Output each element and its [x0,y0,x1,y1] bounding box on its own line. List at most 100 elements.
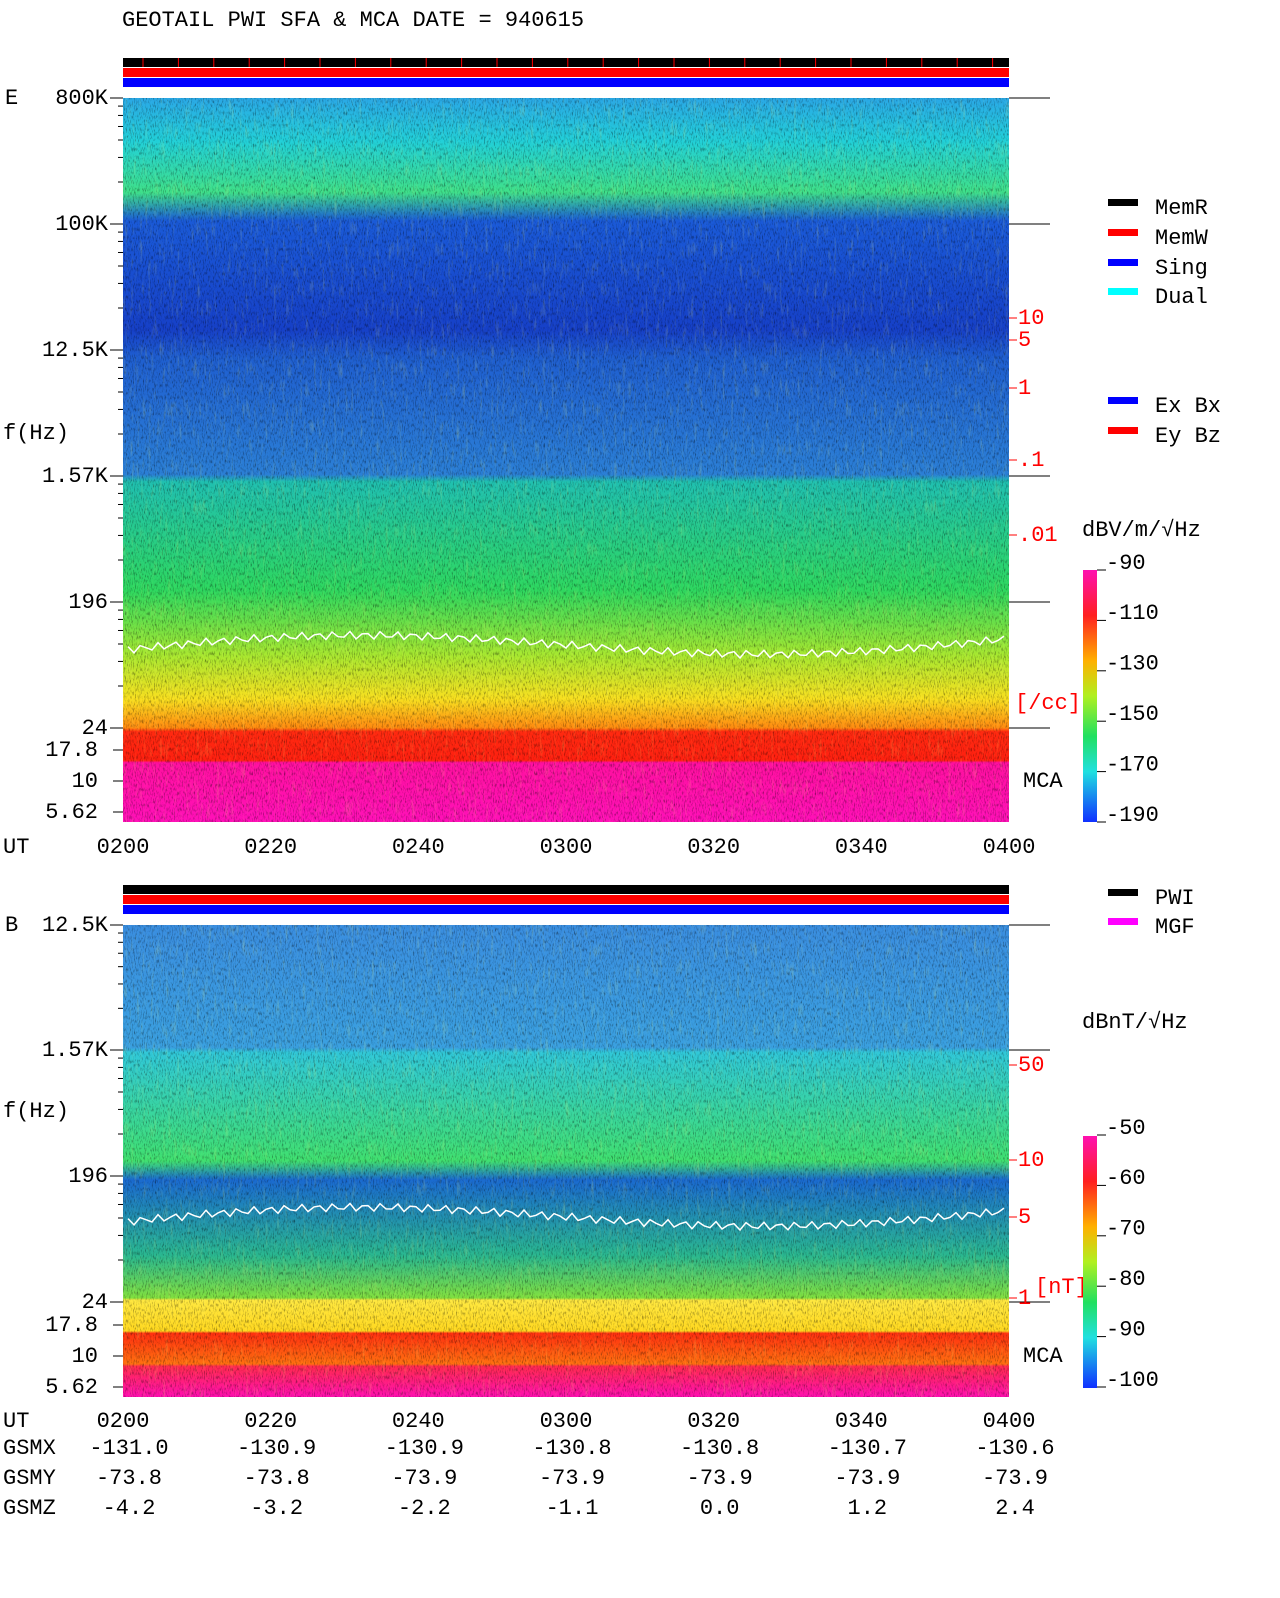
colorbar-tick-label: -70 [1106,1217,1146,1242]
right-scale-unit: [/cc] [1015,691,1081,716]
orbit-value: -4.2 [103,1496,156,1521]
legend-swatch [1108,889,1138,896]
legend-swatch [1108,229,1138,236]
orbit-value: -1.1 [546,1496,599,1521]
y-tick-label: 1.57K [42,1038,109,1063]
x-tick-label: 0400 [983,835,1036,860]
colorbar-tick-label: -110 [1106,601,1159,626]
legend-label: PWI [1155,886,1195,911]
orbit-value: 1.2 [848,1496,888,1521]
legend-swatch [1108,199,1138,206]
mca-tick-label: 17.8 [45,1313,98,1338]
legend-label: Sing [1155,256,1208,281]
legend-label: MemW [1155,226,1209,251]
right-scale-label: 1 [1018,376,1031,401]
x-tick-label: 0200 [97,1409,150,1434]
mca-label: MCA [1023,769,1063,794]
mca-tick-label: 10 [72,769,98,794]
legend-label: MemR [1155,196,1208,221]
right-scale-label: .01 [1018,523,1058,548]
legend-swatch [1108,427,1138,434]
x-tick-label: 0340 [835,1409,888,1434]
orbit-value: -73.9 [391,1466,457,1491]
y-tick-label: 800K [55,86,109,111]
x-tick-label: 0220 [244,1409,297,1434]
legend-swatch [1108,918,1138,925]
x-tick-label: 0240 [392,835,445,860]
y-tick-label: 196 [68,1164,108,1189]
legend-label: Ex Bx [1155,394,1221,419]
colorbar-tick-label: -60 [1106,1166,1146,1191]
x-tick-label: 0340 [835,835,888,860]
x-axis-label: UT [3,835,29,860]
colorbar-tick-label: -170 [1106,752,1159,777]
spectrogram-texture [123,98,1009,822]
legend-swatch [1108,259,1138,266]
colorbar-tick-label: -150 [1106,702,1159,727]
legend-label: Dual [1155,285,1208,310]
colorbar [1083,1136,1097,1388]
colorbar-tick-label: -80 [1106,1267,1146,1292]
right-scale-label: 5 [1018,1205,1031,1230]
orbit-value: -130.6 [975,1436,1054,1461]
y-axis-label: f(Hz) [3,1099,69,1124]
orbit-value: -130.9 [237,1436,316,1461]
orbit-value: -73.9 [982,1466,1048,1491]
x-tick-label: 0320 [687,835,740,860]
right-scale-label: 50 [1018,1053,1044,1078]
right-scale-label: .1 [1018,448,1044,473]
legend-label: Ey Bz [1155,424,1221,449]
mca-tick-label: 5.62 [45,800,98,825]
status-strip [123,68,1009,77]
orbit-row-label: GSMZ [3,1496,56,1521]
title: GEOTAIL PWI SFA & MCA DATE = 940615 [122,8,584,33]
orbit-row-label: GSMX [3,1436,56,1461]
status-strip [123,78,1009,87]
status-strip [123,895,1009,904]
orbit-value: -3.2 [250,1496,303,1521]
mca-label: MCA [1023,1344,1063,1369]
status-strip [123,885,1009,894]
orbit-value: -73.9 [539,1466,605,1491]
orbit-value: 0.0 [700,1496,740,1521]
y-tick-label: 12.5K [42,338,109,363]
x-tick-label: 0320 [687,1409,740,1434]
right-scale-label: 5 [1018,328,1031,353]
y-tick-label: 24 [82,1290,108,1315]
y-axis-label: f(Hz) [3,421,69,446]
colorbar-tick-label: -90 [1106,551,1146,576]
orbit-value: -73.8 [244,1466,310,1491]
orbit-value: -130.8 [680,1436,759,1461]
orbit-value: -131.0 [89,1436,168,1461]
orbit-value: -130.7 [828,1436,907,1461]
status-strip [123,905,1009,914]
legend-swatch [1108,397,1138,404]
colorbar [1083,570,1097,822]
orbit-value: 2.4 [995,1496,1035,1521]
trace [127,630,1005,660]
status-strip [123,58,1009,67]
mca-tick-label: 17.8 [45,738,98,763]
colorbar-tick-label: -100 [1106,1368,1159,1393]
orbit-row-label: GSMY [3,1466,56,1491]
panel-label: E [5,86,18,111]
legend-swatch [1108,288,1138,295]
trace [127,1202,1005,1232]
colorbar-tick-label: -130 [1106,652,1159,677]
colorbar-unit: dBV/m/√Hz [1082,518,1201,543]
orbit-value: -130.9 [385,1436,464,1461]
mca-tick-label: 5.62 [45,1375,98,1400]
mca-tick-label: 10 [72,1344,98,1369]
x-axis-label: UT [3,1409,29,1434]
colorbar-tick-label: -50 [1106,1116,1146,1141]
x-tick-label: 0300 [540,835,593,860]
right-scale-label: 10 [1018,306,1044,331]
spectrogram-texture [123,925,1009,1397]
colorbar-tick-label: -90 [1106,1317,1146,1342]
orbit-value: -130.8 [532,1436,611,1461]
y-tick-label: 100K [55,212,109,237]
orbit-value: -73.9 [834,1466,900,1491]
orbit-value: -73.8 [96,1466,162,1491]
